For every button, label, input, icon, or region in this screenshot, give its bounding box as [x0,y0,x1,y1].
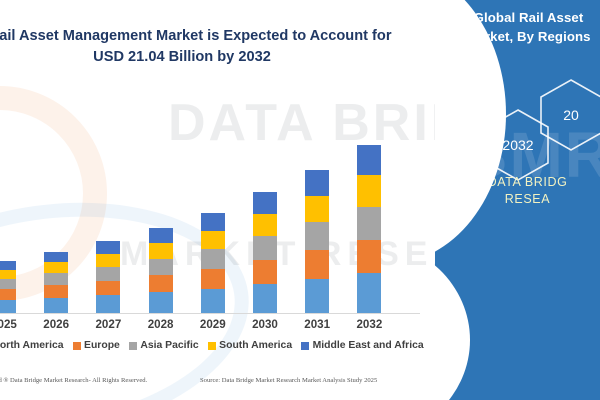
legend-item-asia-pacific[interactable]: Asia Pacific [128,340,199,351]
legend-item-south-america[interactable]: South America [207,340,293,351]
bar-segment-2025-europe [0,289,16,300]
legend-swatch-icon [128,341,137,350]
bar-2030 [253,192,277,313]
bar-2026 [44,251,69,313]
watermark-market-research: MARKET RESEARCH [120,235,470,273]
legend-swatch-icon [207,341,216,350]
plot-area [0,92,430,314]
x-tick-2025: 2025 [0,318,17,331]
bar-segment-2025-middle-east-and-africa [0,260,16,270]
bar-segment-2027-asia-pacific [96,266,121,281]
page-title-line-1: al Rail Asset Management Market is Expec… [0,28,392,44]
x-tick-2030: 2030 [252,318,278,331]
bar-segment-2025-north-america [0,299,16,313]
legend-label: Asia Pacific [140,340,199,351]
chart-area: DATA BRIDGE MARKET RESEARCH al Rail Asse… [0,26,470,400]
page-title-line-2: USD 21.04 Billion by 2032 [93,49,271,65]
x-axis-tick-labels: 2025 2026 2027 2028 2029 2030 2031 2032 [0,318,430,336]
bar-segment-2028-north-america [148,292,173,313]
panel-brand-line-1: DATA BRIDG [487,175,568,189]
bar-segment-2030-asia-pacific [253,236,277,260]
legend-item-middle-east-and-africa[interactable]: Middle East and Africa [301,340,424,351]
hexagon-year-secondary-label: 20 [563,107,579,123]
bar-segment-2032-europe [357,239,382,274]
bar-segment-2031-asia-pacific [305,222,330,251]
bar-2029 [200,212,225,313]
bar-segment-2032-asia-pacific [357,206,382,240]
bar-segment-2029-europe [200,268,225,289]
hexagon-year-2032-label: 2032 [502,137,534,153]
legend-label: Europe [84,340,120,351]
hexagon-group: 2032 20 [435,78,600,190]
footer-copyright: tected ® Data Bridge Market Research- Al… [0,377,148,384]
bar-segment-2026-europe [44,285,69,298]
side-panel: DBMR Global Rail Asset Market, By Region… [435,0,600,400]
bar-segment-2027-north-america [96,295,121,313]
x-tick-2026: 2026 [43,318,70,331]
x-tick-2028: 2028 [147,318,174,331]
page-title: al Rail Asset Management Market is Expec… [0,26,442,68]
x-tick-2029: 2029 [199,318,226,331]
panel-brand-line-2: RESEA [504,192,551,206]
bar-segment-2032-middle-east-and-africa [357,144,382,176]
bar-segment-2029-north-america [200,288,225,313]
bar-segment-2030-middle-east-and-africa [253,192,277,214]
chart-legend: orth America Europe Asia Pacific South Amer… [0,340,466,351]
bar-2025 [0,260,16,313]
x-tick-2032: 2032 [356,318,383,331]
bar-segment-2025-asia-pacific [0,279,16,290]
panel-curve-bottom [435,240,470,400]
hexagon-year-secondary: 20 [538,78,600,152]
bar-segment-2032-south-america [357,175,382,207]
bar-segment-2032-north-america [357,273,382,313]
bar-segment-2026-south-america [44,262,69,274]
bar-segment-2031-europe [305,250,330,279]
bar-segment-2030-north-america [253,283,277,313]
axis-baseline [0,313,420,314]
legend-swatch-icon [72,341,81,350]
bar-segment-2030-europe [253,259,277,284]
bar-segment-2030-south-america [253,213,277,237]
bar-2031 [305,170,330,313]
bar-2027 [96,241,121,313]
bar-segment-2028-middle-east-and-africa [148,228,173,244]
footer: tected ® Data Bridge Market Research- Al… [0,377,470,397]
panel-title-line-2: Market, By Regions [466,29,591,44]
bar-segment-2028-south-america [148,243,173,259]
bar-segment-2026-asia-pacific [44,273,69,286]
x-tick-2031: 2031 [304,318,331,331]
bar-segment-2026-north-america [44,297,69,313]
bar-segment-2031-north-america [305,278,330,313]
bar-segment-2031-middle-east-and-africa [305,170,330,196]
panel-title-line-1: Global Rail Asset [473,10,584,25]
bar-segment-2029-asia-pacific [200,249,225,269]
legend-label: Middle East and Africa [312,340,424,351]
bar-segment-2029-south-america [200,230,225,250]
bar-segment-2029-middle-east-and-africa [200,212,225,231]
x-tick-2027: 2027 [95,318,122,331]
bar-segment-2025-south-america [0,269,16,280]
bar-2032 [357,144,382,313]
bar-2028 [148,228,173,313]
legend-label: orth America [0,340,64,351]
bar-segment-2028-europe [148,275,173,293]
bar-segment-2026-middle-east-and-africa [44,251,69,263]
watermark-data-bridge: DATA BRIDGE [168,94,470,152]
legend-item-europe[interactable]: Europe [72,340,120,351]
footer-source: Source: Data Bridge Market Research Mark… [200,377,378,384]
bar-segment-2027-middle-east-and-africa [96,241,121,254]
panel-brand: DATA BRIDG RESEA [435,174,600,208]
legend-label: South America [219,340,293,351]
bar-segment-2027-south-america [96,253,121,267]
bar-segment-2028-asia-pacific [148,258,173,276]
bar-segment-2031-south-america [305,195,330,223]
panel-title: Global Rail Asset Market, By Regions [441,8,600,46]
bar-segment-2027-europe [96,280,121,296]
legend-swatch-icon [301,341,310,350]
legend-item-north-america[interactable]: orth America [0,340,64,351]
